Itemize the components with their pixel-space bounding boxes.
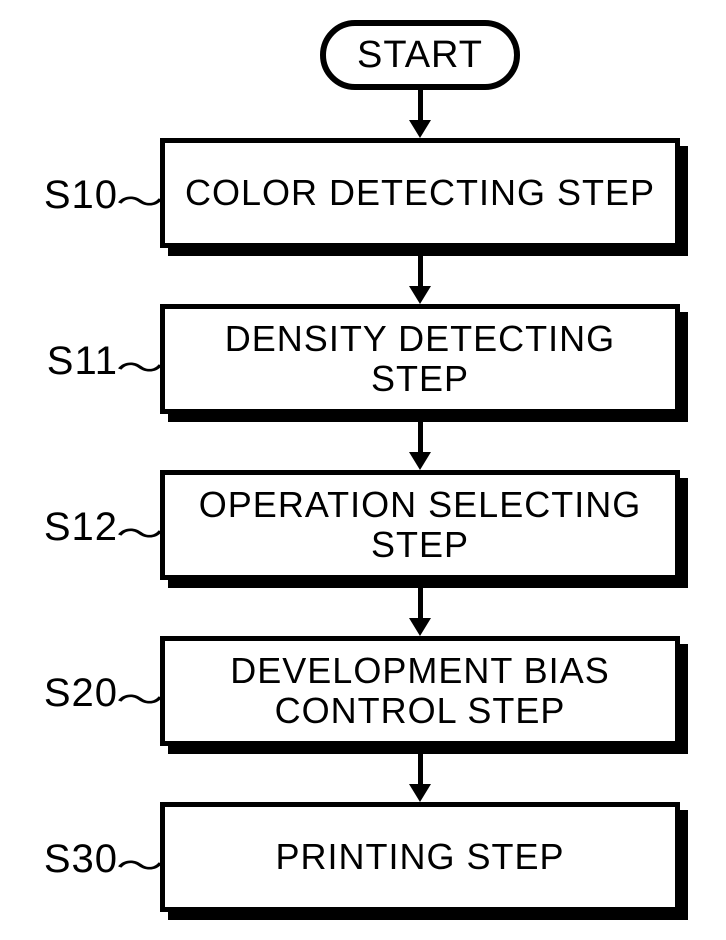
step-box-label: COLOR DETECTING STEP bbox=[185, 173, 655, 213]
step-box: OPERATION SELECTING STEP bbox=[160, 470, 680, 580]
step-box-label: PRINTING STEP bbox=[275, 837, 564, 877]
step-row: S20〜 DEVELOPMENT BIAS CONTROL STEP bbox=[0, 636, 726, 754]
step-box-wrap: DEVELOPMENT BIAS CONTROL STEP bbox=[160, 636, 688, 754]
step-row: S12〜 OPERATION SELECTING STEP bbox=[0, 470, 726, 588]
step-box-label: DEVELOPMENT BIAS CONTROL STEP bbox=[230, 651, 609, 730]
arrow-down bbox=[409, 256, 431, 304]
arrow-line bbox=[418, 90, 423, 122]
tilde-connector: 〜 bbox=[116, 841, 164, 887]
start-node: START bbox=[320, 20, 520, 90]
step-box-label: OPERATION SELECTING STEP bbox=[199, 485, 641, 564]
arrow-line bbox=[418, 754, 423, 786]
step-row: S10〜 COLOR DETECTING STEP bbox=[0, 138, 726, 256]
arrow-down bbox=[409, 90, 431, 138]
arrow-line bbox=[418, 422, 423, 454]
step-id-label: S12 bbox=[8, 505, 118, 550]
arrow-down bbox=[409, 422, 431, 470]
arrow-line bbox=[418, 588, 423, 620]
step-box-wrap: COLOR DETECTING STEP bbox=[160, 138, 688, 256]
step-row: S30〜 PRINTING STEP bbox=[0, 802, 726, 920]
step-box: COLOR DETECTING STEP bbox=[160, 138, 680, 248]
tilde-connector: 〜 bbox=[116, 509, 164, 555]
step-box: PRINTING STEP bbox=[160, 802, 680, 912]
step-box-wrap: DENSITY DETECTING STEP bbox=[160, 304, 688, 422]
arrow-down bbox=[409, 588, 431, 636]
step-id-label: S10 bbox=[8, 173, 118, 218]
tilde-connector: 〜 bbox=[116, 343, 164, 389]
step-box: DENSITY DETECTING STEP bbox=[160, 304, 680, 414]
step-id-label: S20 bbox=[8, 671, 118, 716]
steps-host: S10〜COLOR DETECTING STEPS11〜DENSITY DETE… bbox=[0, 90, 726, 920]
arrow-line bbox=[418, 256, 423, 288]
tilde-connector: 〜 bbox=[116, 675, 164, 721]
step-id-label: S30 bbox=[8, 837, 118, 882]
step-box-label: DENSITY DETECTING STEP bbox=[173, 319, 667, 398]
step-box-wrap: OPERATION SELECTING STEP bbox=[160, 470, 688, 588]
step-row: S11〜DENSITY DETECTING STEP bbox=[0, 304, 726, 422]
flowchart-container: START S10〜COLOR DETECTING STEPS11〜DENSIT… bbox=[0, 20, 726, 920]
step-box-wrap: PRINTING STEP bbox=[160, 802, 688, 920]
arrow-down bbox=[409, 754, 431, 802]
step-box: DEVELOPMENT BIAS CONTROL STEP bbox=[160, 636, 680, 746]
start-label: START bbox=[357, 34, 483, 77]
tilde-connector: 〜 bbox=[116, 177, 164, 223]
step-id-label: S11 bbox=[8, 339, 118, 384]
